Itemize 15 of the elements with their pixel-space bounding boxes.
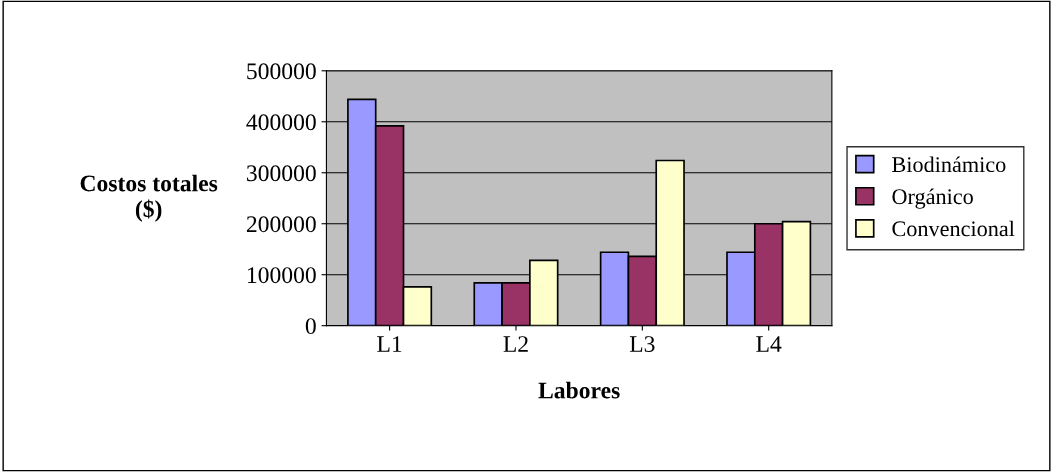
legend-label: Biodinámico (892, 156, 1006, 173)
y-tick-label: 200000 (246, 216, 316, 233)
x-tick-label: L2 (503, 336, 528, 352)
y-tick-label: 500000 (247, 63, 316, 80)
y-tick-label: 0 (305, 318, 316, 335)
x-axis-title: Labores (538, 381, 620, 399)
x-tick-label: L1 (377, 336, 402, 352)
x-tick-label: L4 (756, 336, 782, 352)
y-tick-label: 300000 (247, 165, 316, 182)
y-tick-label: 100000 (247, 267, 316, 284)
y-axis-title: Costos totales ($) (80, 174, 218, 222)
legend-label: Orgánico (892, 188, 973, 209)
legend-label: Convencional (892, 220, 1015, 237)
y-tick-label: 400000 (246, 114, 316, 131)
x-tick-label: L3 (629, 336, 655, 353)
